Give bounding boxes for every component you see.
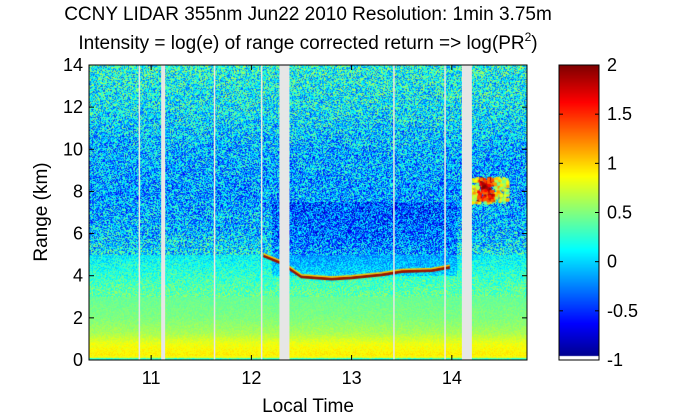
data-gap — [279, 65, 290, 360]
y-tick-label: 6 — [73, 224, 83, 244]
y-axis: 0 2 4 6 8 10 12 14 — [63, 55, 527, 370]
plot-area — [88, 64, 528, 361]
y-tick-label: 0 — [73, 350, 83, 370]
data-gap — [138, 65, 141, 360]
colorbar-tick-label: 0.5 — [607, 203, 632, 223]
y-tick-label: 8 — [73, 181, 83, 201]
data-gaps — [138, 65, 472, 360]
colorbar-gradient — [559, 65, 599, 360]
y-tick-label: 10 — [63, 139, 83, 159]
chart-title: CCNY LIDAR 355nm Jun22 2010 Resolution: … — [64, 4, 552, 25]
colorbar-tick-label: -0.5 — [607, 301, 638, 321]
data-gap — [213, 65, 216, 360]
x-axis-label: Local Time — [262, 396, 354, 417]
data-gap — [393, 65, 395, 360]
data-gap — [260, 65, 263, 360]
plot-frame — [88, 64, 528, 361]
y-tick-label: 14 — [63, 55, 83, 75]
colorbar-ticks: -1 -0.5 0 0.5 1 1.5 2 — [559, 55, 638, 370]
heatmap-image — [89, 65, 527, 360]
x-tick-label: 11 — [142, 368, 161, 388]
colorbar: -1 -0.5 0 0.5 1 1.5 2 — [558, 55, 638, 370]
y-tick-label: 4 — [73, 266, 83, 286]
data-gap — [444, 65, 446, 360]
y-axis-label: Range (km) — [31, 162, 52, 261]
data-gap — [161, 65, 166, 360]
colorbar-tick-label: -1 — [607, 350, 623, 370]
colorbar-tick-label: 1.5 — [607, 104, 632, 124]
colorbar-tick-label: 1 — [607, 153, 617, 173]
y-tick-label: 2 — [73, 308, 83, 328]
colorbar-tick-label: 2 — [607, 55, 617, 75]
x-tick-label: 13 — [342, 368, 362, 388]
x-tick-label: 12 — [241, 368, 261, 388]
chart-subtitle: Intensity = log(e) of range corrected re… — [78, 30, 537, 54]
y-tick-label: 12 — [63, 97, 83, 117]
data-gap — [461, 65, 472, 360]
colorbar-tick-label: 0 — [607, 252, 617, 272]
x-tick-label: 14 — [442, 368, 462, 388]
x-axis: 11 12 13 14 — [142, 65, 462, 388]
